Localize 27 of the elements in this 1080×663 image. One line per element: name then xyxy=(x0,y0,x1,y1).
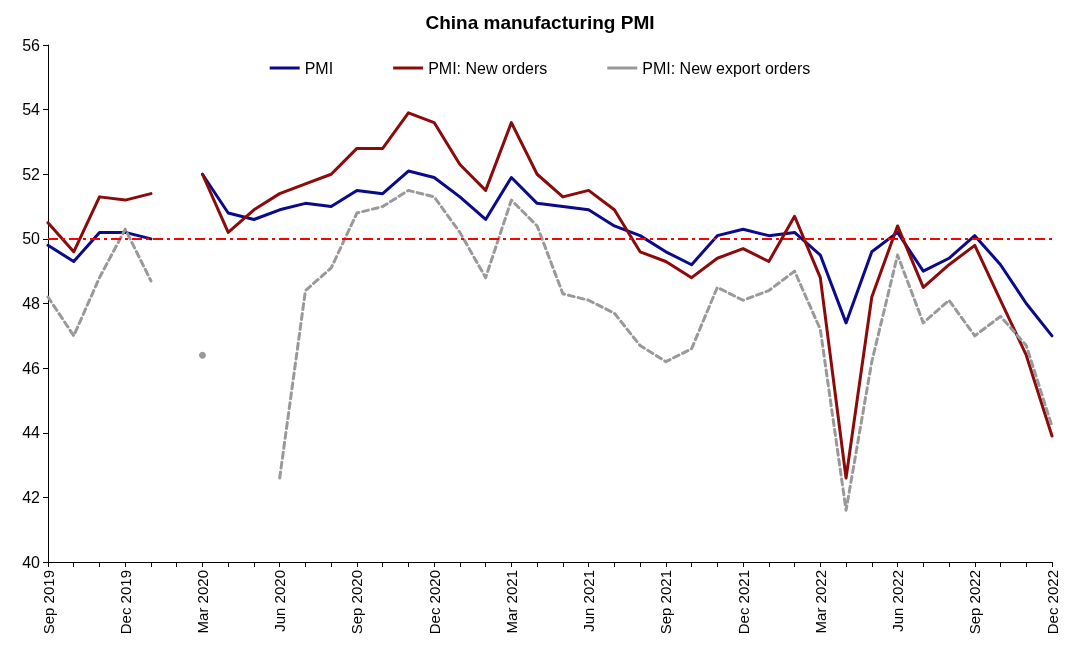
legend-label: PMI xyxy=(304,59,334,77)
x-tick-label: Sep 2020 xyxy=(348,570,366,635)
y-tick-label: 52 xyxy=(22,165,41,183)
y-tick-label: 44 xyxy=(22,424,41,442)
x-tick-label: Jun 2022 xyxy=(889,570,907,632)
legend-label: PMI: New export orders xyxy=(642,59,811,77)
y-tick-label: 42 xyxy=(22,488,41,506)
legend-label: PMI: New orders xyxy=(428,59,548,77)
x-tick-label: Dec 2022 xyxy=(1043,570,1061,635)
x-tick-label: Jun 2021 xyxy=(580,570,598,632)
x-tick-label: Sep 2019 xyxy=(39,570,57,635)
x-tick-label: Dec 2020 xyxy=(425,570,443,635)
x-tick-label: Jun 2020 xyxy=(271,570,289,632)
x-tick-label: Sep 2021 xyxy=(657,570,675,635)
y-tick-label: 56 xyxy=(22,36,41,54)
x-tick-label: Dec 2021 xyxy=(734,570,752,635)
chart-title: China manufacturing PMI xyxy=(425,12,655,33)
y-tick-label: 50 xyxy=(22,230,41,248)
y-tick-label: 48 xyxy=(22,295,41,312)
x-tick-label: Sep 2022 xyxy=(966,570,984,635)
x-tick-label: Mar 2022 xyxy=(811,570,829,634)
y-tick-label: 46 xyxy=(22,359,41,377)
y-tick-label: 54 xyxy=(22,101,41,119)
y-tick-label: 40 xyxy=(22,553,41,571)
x-tick-label: Mar 2021 xyxy=(502,570,520,634)
x-tick-label: Mar 2020 xyxy=(193,570,211,634)
x-tick-label: Dec 2019 xyxy=(116,570,134,635)
